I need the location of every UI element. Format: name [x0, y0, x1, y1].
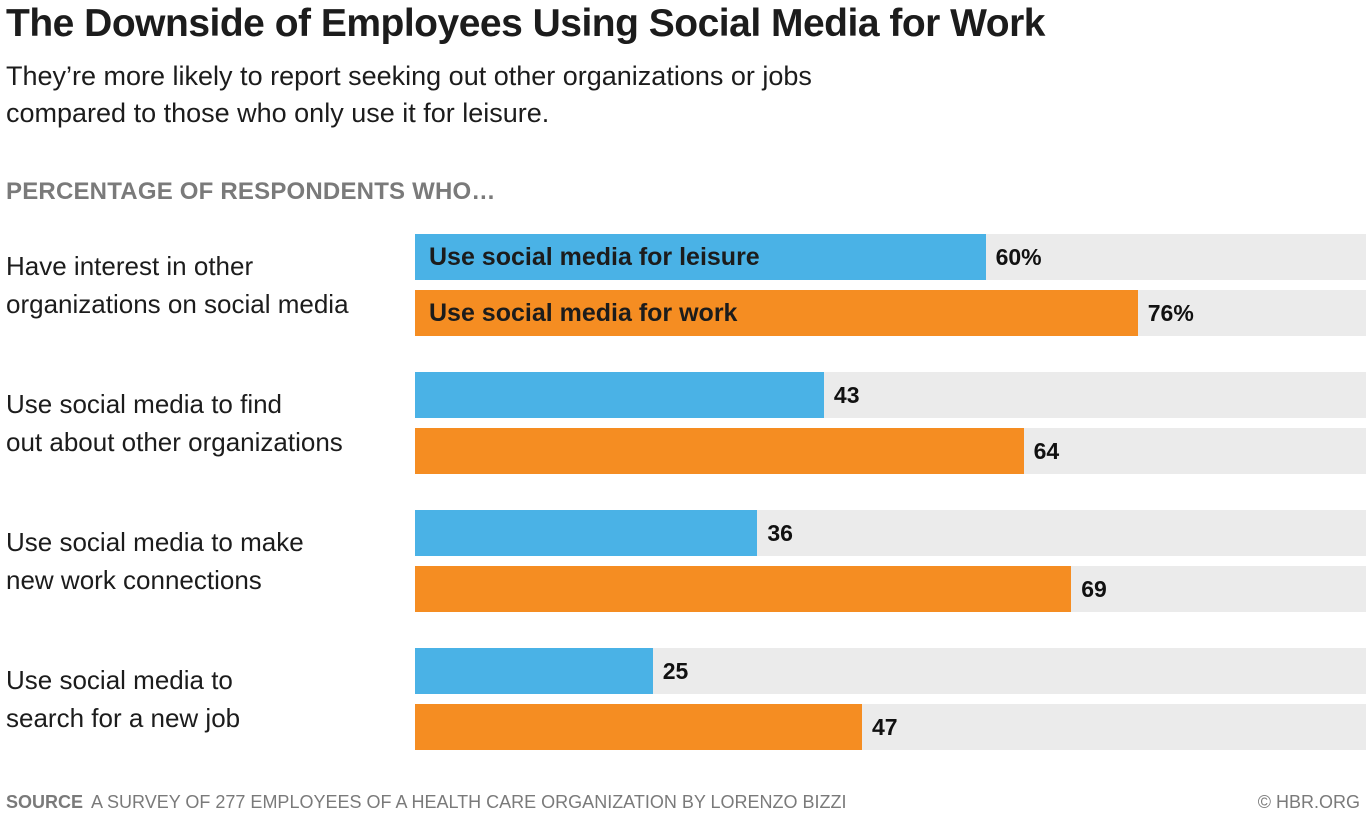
category-label-line: organizations on social media: [6, 289, 349, 319]
data-label: 69: [1081, 576, 1107, 602]
bar-leisure: [415, 372, 824, 418]
bar-track: Use social media for leisure 60%: [415, 234, 1366, 280]
bar-work: [415, 428, 1024, 474]
data-label: 60%: [995, 244, 1042, 270]
source-label: SOURCE: [6, 792, 84, 812]
section-label: PERCENTAGE OF RESPONDENTS WHO…: [6, 178, 496, 205]
source-text: A SURVEY OF 277 EMPLOYEES OF A HEALTH CA…: [91, 792, 847, 812]
legend-label: Use social media for leisure: [429, 243, 760, 271]
bar-work: [415, 566, 1072, 612]
bar-track: 64: [415, 428, 1366, 474]
data-label: 64: [1033, 438, 1060, 464]
bar-track: 36: [415, 510, 1366, 556]
chart-title: The Downside of Employees Using Social M…: [6, 2, 1045, 45]
bar-leisure: [415, 648, 653, 694]
category-label: Use social media to find out about other …: [6, 385, 406, 461]
category-label: Use social media to make new work connect…: [6, 523, 406, 599]
source-note: SOURCE A SURVEY OF 277 EMPLOYEES OF A HEA…: [6, 792, 847, 813]
data-label: 36: [767, 520, 793, 546]
category-label-line: new work connections: [6, 565, 262, 595]
category-label-line: out about other organizations: [6, 427, 343, 457]
bar-track: 69: [415, 566, 1366, 612]
chart-subtitle: They’re more likely to report seeking ou…: [6, 61, 812, 128]
data-label: 76%: [1147, 300, 1194, 326]
data-label: 47: [871, 714, 898, 740]
data-label: 25: [662, 658, 689, 684]
copyright: © HBR.ORG: [1257, 792, 1360, 812]
category-label-line: Use social media to: [6, 665, 233, 695]
legend-label: Use social media for work: [429, 299, 738, 327]
category-label: Have interest in other organizations on s…: [6, 247, 406, 323]
bar-track: 25: [415, 648, 1366, 694]
category-label: Use social media to search for a new job: [6, 661, 406, 737]
bar-leisure: [415, 234, 986, 280]
bar-track: 43: [415, 372, 1366, 418]
category-label-line: search for a new job: [6, 703, 241, 733]
bar-leisure: [415, 510, 758, 556]
category-label-line: Use social media to make: [6, 527, 304, 557]
category-label-line: Have interest in other: [6, 251, 254, 281]
bar-track: Use social media for work 76%: [415, 290, 1366, 336]
bar-work: [415, 704, 862, 750]
category-label-line: Use social media to find: [6, 389, 283, 419]
bar-track: 47: [415, 704, 1366, 750]
bar-work: [415, 290, 1138, 336]
data-label: 43: [833, 382, 860, 408]
